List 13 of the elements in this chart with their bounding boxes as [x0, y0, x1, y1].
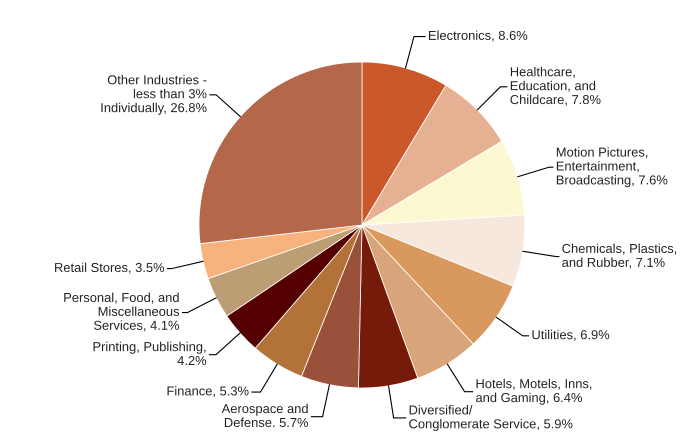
slice-label: Finance, 5.3% [168, 386, 249, 398]
slice-label: Aerospace and Defense. 5.7% [222, 404, 308, 428]
slice-label: Utilities, 6.9% [532, 330, 610, 341]
slice-label: Healthcare, Education, and Childcare, 7.8% [510, 66, 601, 106]
slice-label: Diversified/ Conglomerate Service, 5.9% [409, 405, 572, 431]
slice-label: Chemicals, Plastics, and Rubber, 7.1% [562, 244, 676, 268]
slice-label: Retail Stores, 3.5% [55, 262, 164, 274]
slice-label: Personal, Food, and Miscellaneous Services, 4.1% [64, 292, 180, 332]
slice-label: Electronics, 8.6% [429, 30, 528, 42]
slice-label: Hotels, Motels, Inns, and Gaming, 6.4% [476, 378, 592, 405]
slice-label: Motion Pictures, Entertainment, Broadcasting, 7.6% [556, 147, 668, 188]
slice-label: Other Industries - less than 3% Individually, 26.8% [101, 74, 207, 115]
slice-label: Printing, Publishing, 4.2% [94, 342, 206, 366]
